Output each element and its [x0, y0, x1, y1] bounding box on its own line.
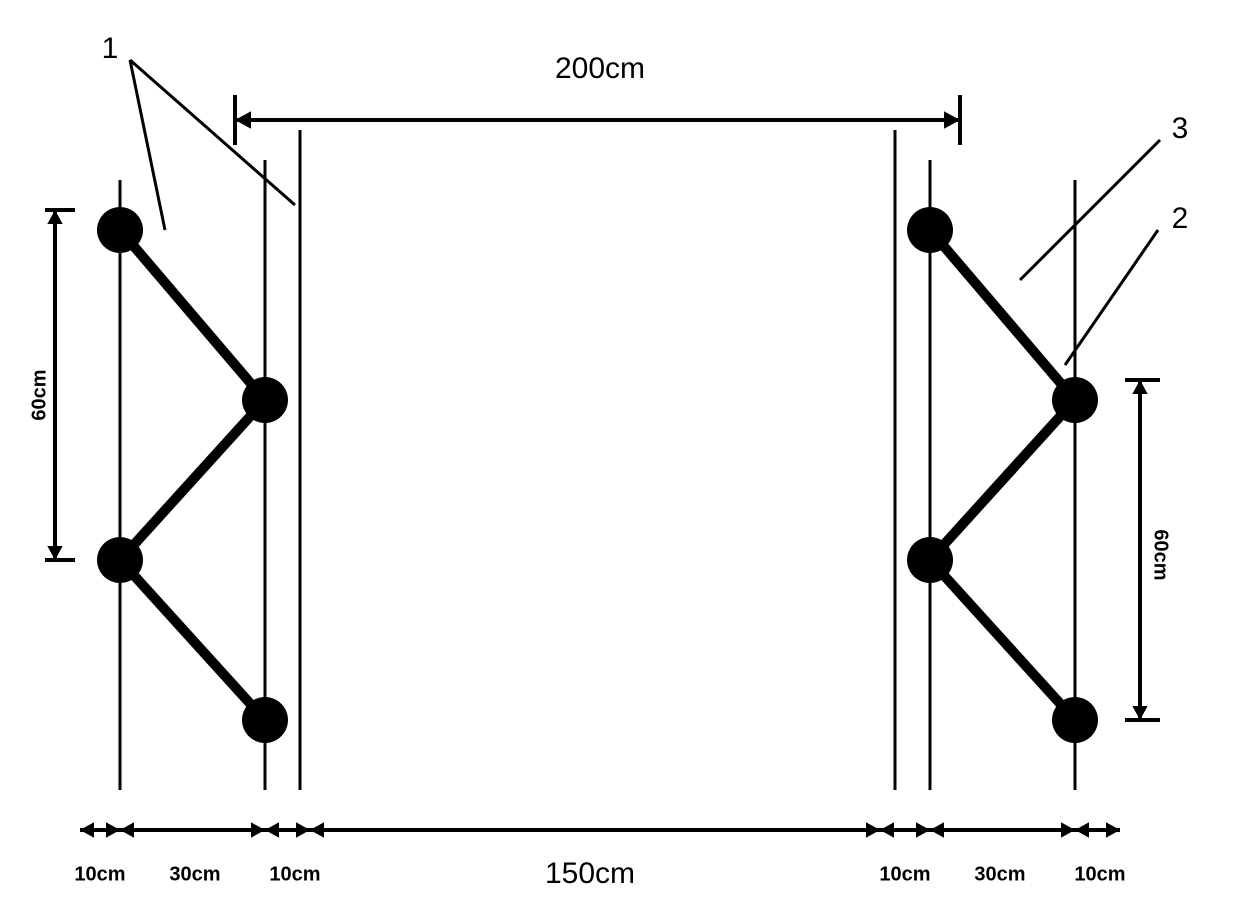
node-R_mid — [1052, 377, 1098, 423]
leader-from2 — [1065, 230, 1158, 365]
dim-bottom-arrowR-0 — [106, 822, 120, 837]
brace-R3 — [930, 560, 1075, 720]
brace-R2 — [930, 400, 1075, 560]
dim-right-arrow-bottom — [1132, 706, 1147, 720]
dim-bottom-label-4: 10cm — [879, 863, 930, 885]
dim-bottom-arrowR-4 — [916, 822, 930, 837]
dim-bottom-arrowL-5 — [930, 822, 944, 837]
dim-bottom-label-3: 150cm — [545, 857, 635, 890]
callout-c2: 2 — [1172, 202, 1189, 235]
callout-c1: 1 — [102, 32, 119, 65]
dim-bottom-label-6: 10cm — [1074, 863, 1125, 885]
dim-bottom-arrowR-5 — [1061, 822, 1075, 837]
node-R_low — [1052, 697, 1098, 743]
dim-right-arrow-top — [1132, 380, 1147, 394]
dim-top-arrow-left — [235, 111, 251, 129]
dim-left-label: 60cm — [28, 369, 50, 420]
dim-bottom-arrowR-6 — [1106, 822, 1120, 837]
dim-bottom-arrowL-2 — [265, 822, 279, 837]
dim-bottom-arrowL-1 — [120, 822, 134, 837]
brace-L1 — [120, 230, 265, 400]
dim-right-label: 60cm — [1150, 529, 1172, 580]
dim-bottom-label-0: 10cm — [74, 863, 125, 885]
dim-bottom-arrowL-4 — [880, 822, 894, 837]
brace-R1 — [930, 230, 1075, 400]
node-L_low — [242, 697, 288, 743]
brace-L2 — [120, 400, 265, 560]
dim-left-arrow-top — [47, 210, 62, 224]
dim-bottom-arrowL-6 — [1075, 822, 1089, 837]
dim-bottom-label-5: 30cm — [974, 863, 1025, 885]
callout-c3: 3 — [1172, 112, 1189, 145]
node-R_bottom — [907, 537, 953, 583]
dim-bottom-arrowL-0 — [80, 822, 94, 837]
dim-bottom-arrowL-3 — [310, 822, 324, 837]
dim-top-label: 200cm — [555, 52, 645, 85]
node-R_top — [907, 207, 953, 253]
dim-bottom-arrowR-2 — [296, 822, 310, 837]
dim-bottom-label-2: 10cm — [269, 863, 320, 885]
brace-L3 — [120, 560, 265, 720]
dim-left-arrow-bottom — [47, 546, 62, 560]
dim-bottom-arrowR-1 — [251, 822, 265, 837]
dim-top-arrow-right — [944, 111, 960, 129]
dim-bottom-label-1: 30cm — [169, 863, 220, 885]
node-L_mid — [242, 377, 288, 423]
dim-bottom-arrowR-3 — [866, 822, 880, 837]
node-L_bottom — [97, 537, 143, 583]
node-L_top — [97, 207, 143, 253]
